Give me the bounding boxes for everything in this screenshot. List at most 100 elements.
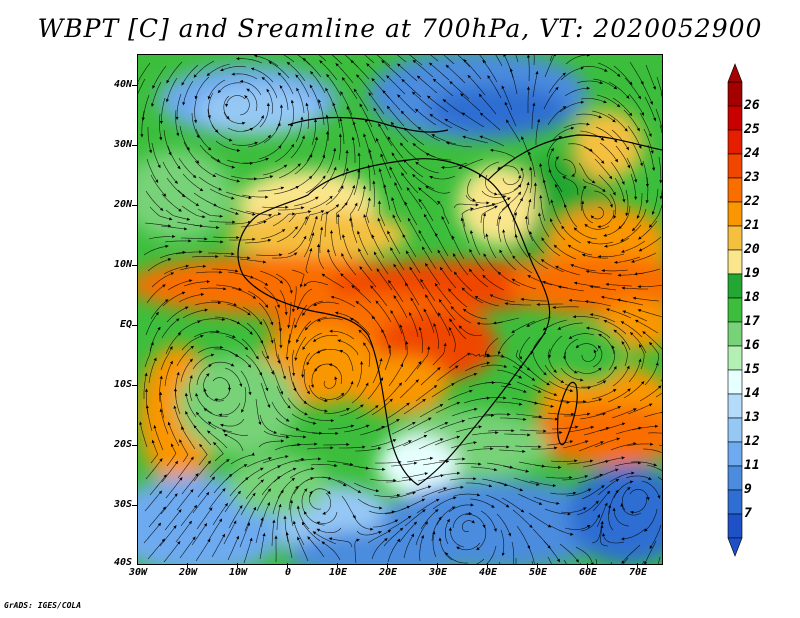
streamline <box>194 160 217 178</box>
streamline <box>597 478 620 496</box>
streamline-arrow <box>549 218 553 222</box>
streamline <box>196 364 212 386</box>
colorbar-label: 18 <box>744 290 760 305</box>
streamline <box>243 274 269 286</box>
streamline <box>138 62 151 83</box>
colorbar-label: 20 <box>744 242 760 257</box>
streamline-arrow <box>358 248 362 252</box>
streamline <box>538 212 550 238</box>
streamline-arrow <box>612 507 616 511</box>
streamline-arrow <box>644 561 648 564</box>
streamline <box>563 559 567 564</box>
streamline <box>542 281 569 289</box>
streamline-arrow <box>313 119 318 123</box>
streamline-arrow <box>292 372 296 377</box>
streamline <box>326 460 354 466</box>
streamline-arrow <box>281 229 286 233</box>
streamline <box>368 164 371 192</box>
streamline <box>608 81 630 99</box>
streamline-arrow <box>339 118 343 122</box>
streamline <box>339 117 345 145</box>
streamline <box>621 341 628 367</box>
streamline-arrow <box>224 434 228 437</box>
streamline <box>279 85 289 111</box>
streamline-arrow <box>446 141 450 145</box>
streamline-arrow <box>196 134 200 139</box>
streamline-arrow <box>615 468 619 472</box>
streamline-arrow <box>546 382 550 386</box>
streamline-arrow <box>575 559 579 563</box>
streamline-arrow <box>214 398 218 402</box>
lat-label-20s: 20S <box>113 439 132 450</box>
streamline <box>533 182 536 210</box>
streamline <box>149 206 173 220</box>
streamline <box>292 381 308 405</box>
streamline <box>527 275 553 286</box>
streamline-arrow <box>386 75 390 79</box>
streamline <box>160 97 166 125</box>
streamline <box>645 64 656 90</box>
streamline <box>590 206 604 220</box>
streamline <box>412 173 435 190</box>
streamline <box>223 95 230 120</box>
streamline-arrow <box>482 275 486 279</box>
streamline <box>176 93 182 120</box>
streamline-arrow <box>475 203 479 207</box>
streamline-arrow <box>231 252 235 256</box>
streamline <box>554 183 567 209</box>
streamline-arrow <box>330 419 334 423</box>
streamline <box>418 230 433 254</box>
streamline <box>462 135 489 144</box>
streamline <box>388 363 404 387</box>
streamline-arrow <box>570 532 574 536</box>
streamline-arrow <box>585 300 589 304</box>
streamline <box>351 382 369 404</box>
streamline-arrow <box>428 417 432 421</box>
streamline-arrow <box>433 385 438 389</box>
streamline <box>421 246 437 270</box>
streamline <box>406 457 434 463</box>
streamline <box>180 358 194 383</box>
streamline <box>389 491 416 499</box>
streamline <box>576 80 603 84</box>
streamline-arrow <box>392 439 397 443</box>
streamline <box>496 369 523 379</box>
lat-tick <box>132 445 137 446</box>
streamline <box>357 185 365 212</box>
streamline <box>638 344 645 370</box>
streamline-arrow <box>185 306 189 310</box>
streamline-arrow <box>311 232 315 236</box>
streamline <box>584 223 610 230</box>
streamline <box>303 232 314 258</box>
streamline-arrow <box>366 424 370 428</box>
streamline <box>224 367 242 387</box>
streamline <box>273 467 297 483</box>
streamline-arrow <box>218 301 222 305</box>
streamline-arrow <box>480 112 484 116</box>
streamline-arrow <box>589 459 594 463</box>
streamline-arrow <box>658 385 662 389</box>
streamline <box>301 488 308 514</box>
streamline <box>552 306 580 308</box>
streamline-arrow <box>482 524 486 528</box>
streamline-arrow <box>597 345 602 349</box>
streamline <box>614 462 642 467</box>
streamline-arrow <box>184 392 188 397</box>
streamline <box>145 190 164 212</box>
streamline-arrow <box>458 166 462 169</box>
streamline-arrow <box>580 378 584 382</box>
africa-coastline <box>237 158 551 486</box>
streamline-arrow <box>613 86 617 90</box>
streamline <box>528 368 550 386</box>
streamline <box>479 55 487 64</box>
streamline-arrow <box>412 143 416 147</box>
streamline-arrow <box>659 180 662 184</box>
streamline <box>560 367 584 381</box>
streamline-arrow <box>330 295 335 299</box>
streamline <box>359 266 377 288</box>
streamline-arrow <box>448 527 452 531</box>
colorbar-segment <box>727 513 743 539</box>
streamline <box>534 464 562 468</box>
streamline-arrow <box>542 327 547 331</box>
streamline <box>599 422 626 432</box>
